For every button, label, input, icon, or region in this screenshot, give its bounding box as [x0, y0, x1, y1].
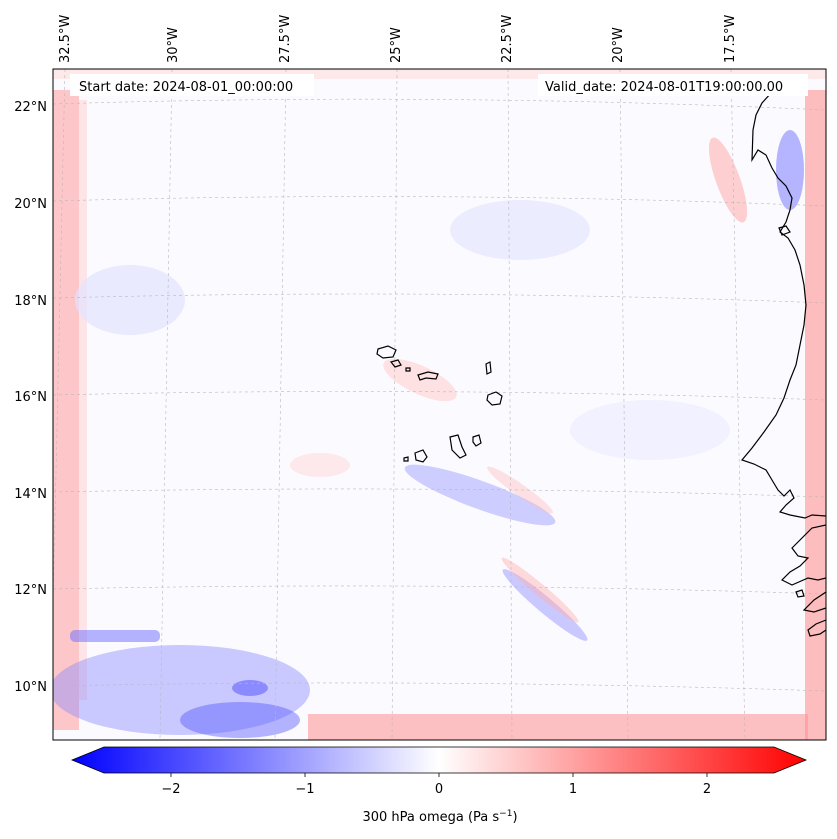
meridian-22-5W: [507, 69, 513, 740]
sw-negative-region: [53, 645, 310, 735]
map-panel: Start date: 2024-08-01_00:00:00 Valid_da…: [53, 69, 826, 740]
cb-tick-label: −2: [161, 782, 180, 797]
meridian-17-5W: [730, 69, 746, 740]
map-background: [53, 69, 826, 740]
small-positive-patch: [290, 453, 350, 477]
central-positive-band: [487, 466, 553, 514]
island-maio: [472, 434, 482, 447]
south-edge-positive-band: [308, 714, 808, 740]
lat-label-22N: 22°N: [14, 100, 47, 115]
colorbar-ticks: [170, 773, 708, 777]
colorbar-label-close: ): [512, 810, 517, 825]
lat-label-20N: 20°N: [14, 197, 47, 212]
coastlines: [376, 81, 826, 637]
parallel-14N: [53, 488, 826, 498]
lat-label-10N: 10°N: [14, 680, 47, 695]
parallel-16N: [53, 391, 826, 401]
start-date-box: [70, 74, 314, 96]
meridian-27-5W: [274, 69, 287, 740]
parallel-20N: [53, 196, 826, 207]
island-sao-nicolau: [417, 371, 439, 381]
valid-date-box: [538, 74, 808, 96]
island-brava: [403, 456, 409, 462]
colorbar: −2 −1 0 1 2 300 hPa omega (Pa s−1): [70, 746, 808, 825]
nw-negative-patch: [75, 265, 185, 335]
sw-core-negative: [232, 680, 268, 696]
meridian-25W: [391, 69, 398, 740]
island-santo-antao: [376, 345, 397, 359]
parallel-10N: [53, 682, 826, 692]
africa-coastline: [740, 81, 826, 637]
colorbar-bar: [70, 746, 808, 774]
island-santiago: [449, 434, 467, 459]
parallel-22N: [53, 98, 826, 111]
cb-tick-label: 1: [569, 782, 577, 797]
lon-label-32-5W: 32.5°W: [58, 15, 73, 63]
west-edge-inner-band: [79, 100, 87, 700]
parallel-12N: [53, 585, 826, 595]
ne-positive-streak: [708, 137, 748, 223]
east-negative-patch: [570, 400, 730, 460]
start-date-text: Start date: 2024-08-01_00:00:00: [79, 80, 293, 95]
colorbar-label: 300 hPa omega (Pa s−1): [362, 809, 517, 825]
central-negative-band: [404, 464, 556, 526]
lon-label-27-5W: 27.5°W: [278, 15, 293, 63]
cb-tick-label: 0: [435, 782, 443, 797]
colorbar-label-exponent: −1: [499, 809, 512, 819]
lon-label-22-5W: 22.5°W: [500, 15, 515, 63]
island-boa-vista: [486, 391, 503, 406]
colorbar-label-main: 300 hPa omega (Pa s: [362, 810, 499, 825]
lon-label-30W: 30°W: [166, 27, 181, 63]
graticule: [53, 69, 826, 740]
omega-field: [53, 69, 826, 740]
east-edge-positive-band: [805, 90, 826, 740]
west-edge-positive-band: [53, 90, 79, 730]
coast-inlet-2: [795, 589, 805, 598]
meridian-20W: [619, 69, 629, 740]
sw-negative-streak: [70, 630, 160, 642]
ne-negative-streak: [776, 130, 804, 210]
island-fogo: [414, 449, 428, 463]
longitude-labels: 32.5°W 30°W 27.5°W 25°W 22.5°W 20°W 17.5…: [58, 15, 738, 63]
coast-inlet-1: [778, 225, 791, 236]
lon-label-25W: 25°W: [389, 27, 404, 63]
map-frame: [52, 68, 827, 741]
lon-label-17-5W: 17.5°W: [723, 15, 738, 63]
north-negative-patch: [450, 200, 590, 260]
parallel-18N: [53, 293, 826, 304]
cb-tick-label: −1: [295, 782, 314, 797]
lon-label-20W: 20°W: [611, 27, 626, 63]
north-edge-band: [53, 69, 826, 79]
lat-label-16N: 16°N: [14, 390, 47, 405]
island-santa-luzia: [405, 367, 411, 372]
valid-date-text: Valid_date: 2024-08-01T19:00:00.00: [545, 80, 783, 95]
island-sao-vicente: [389, 359, 402, 368]
latitude-labels: 22°N 20°N 18°N 16°N 14°N 12°N 10°N: [14, 100, 47, 695]
lat-label-18N: 18°N: [14, 294, 47, 309]
lat-label-14N: 14°N: [14, 487, 47, 502]
lower-positive-band: [501, 557, 579, 623]
cb-tick-label: 2: [703, 782, 711, 797]
sw-strong-negative: [180, 702, 300, 738]
island-sal: [485, 361, 492, 375]
lat-label-12N: 12°N: [14, 583, 47, 598]
meridian-30W: [159, 69, 173, 740]
